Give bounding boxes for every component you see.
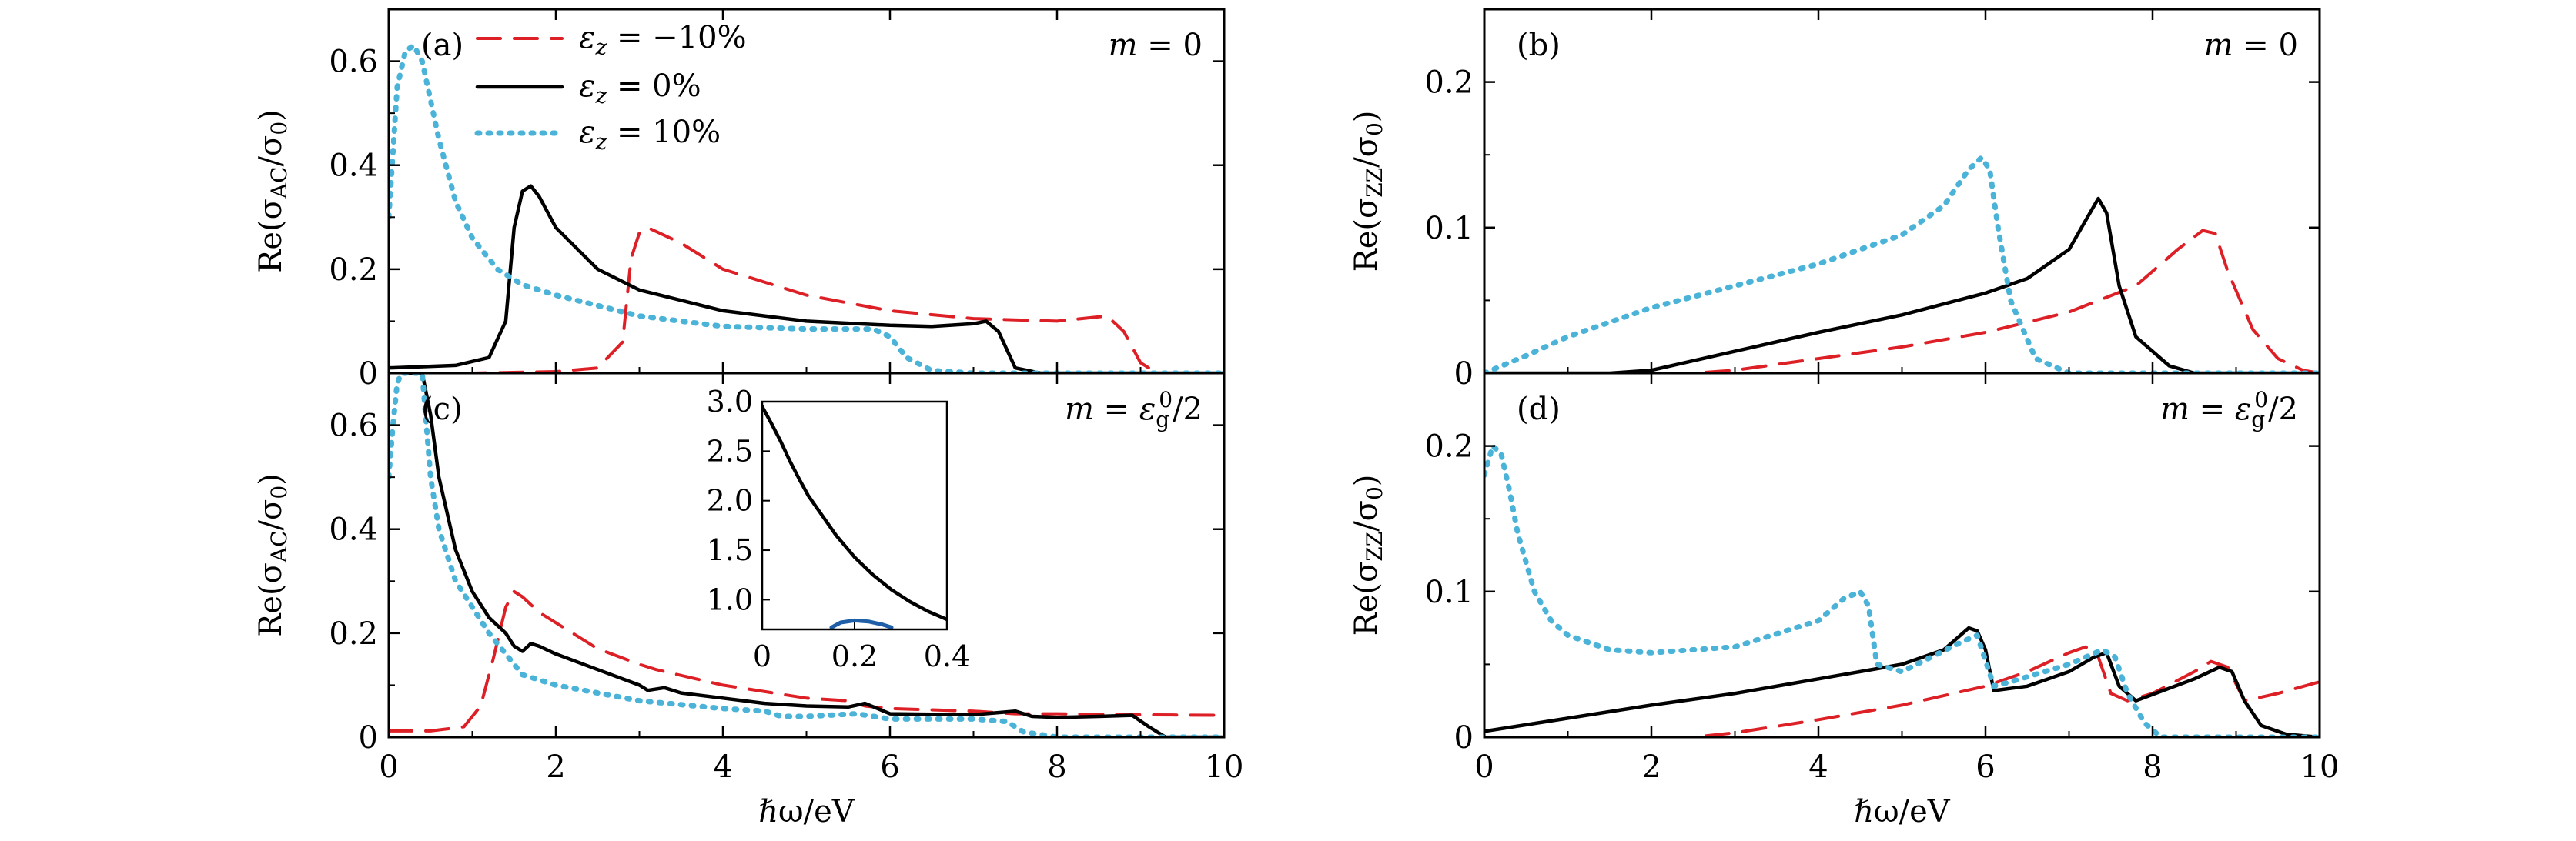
y-tick-label: 0.6 [329, 45, 378, 80]
mass-label: m = 0 [1109, 28, 1203, 63]
x-tick-label: 10 [2300, 749, 2340, 785]
inset-x-tick-label: 0.2 [831, 639, 878, 673]
y-tick-label: 0.2 [329, 616, 378, 652]
x-tick-label: 4 [1808, 749, 1828, 785]
x-tick-label: 6 [880, 749, 899, 785]
x-axis-title: ℏω/eV [1854, 794, 1951, 829]
series-line-b-pos [1484, 155, 2320, 373]
x-axis-title: ℏω/eV [758, 794, 855, 829]
inset-y-tick-label: 2.0 [707, 484, 753, 518]
y-tick-label: 0 [1454, 720, 1474, 756]
y-tick-label: 0.1 [1424, 211, 1474, 246]
series-line-b-zero [1484, 196, 2320, 373]
inset-series-line-inset_blue [829, 618, 894, 629]
x-tick-label: 6 [1975, 749, 1995, 785]
plot-frame [1483, 8, 2321, 375]
legend-label-pos: εz = 10% [579, 115, 721, 155]
y-axis-title: Re(σZZ/σ0) [1349, 475, 1387, 636]
y-axis-title: Re(σZZ/σ0) [1349, 111, 1387, 272]
series-line-a-zero [389, 184, 1224, 373]
x-tick-label: 0 [379, 749, 398, 785]
x-tick-label: 0 [1474, 749, 1494, 785]
x-tick-label: 8 [2143, 749, 2162, 785]
panel-label: (a) [421, 28, 463, 63]
series-line-c-zero [407, 373, 1224, 737]
series-line-c-pos [389, 373, 1224, 737]
series-line-b-neg [1484, 229, 2320, 373]
y-tick-label: 0.4 [329, 149, 378, 184]
plot-frame [1483, 372, 2321, 739]
mass-label: m = εg0/2 [1065, 387, 1203, 432]
legend-label-zero: εz = 0% [579, 68, 701, 108]
plot-frame [387, 8, 1226, 375]
mass-label: m = εg0/2 [2160, 387, 2298, 432]
series-line-a-neg [389, 225, 1224, 373]
y-tick-label: 0.6 [329, 409, 378, 444]
inset-x-tick-label: 0 [753, 639, 771, 673]
panel-c: 0 2 4 6 8 10 0 0.2 0.4 0.6 Re(σAC/σ0) (c) m = εg0/2 ℏ… [253, 372, 1244, 829]
mass-label: m = 0 [2204, 28, 2298, 63]
x-tick-label: 4 [713, 749, 732, 785]
inset-y-tick-label: 2.5 [707, 434, 753, 468]
y-tick-label: 0.2 [1424, 65, 1474, 101]
inset-x-tick-label: 0.4 [924, 639, 970, 673]
y-tick-label: 0 [359, 356, 378, 392]
series-line-a-pos [389, 42, 1224, 373]
x-tick-label: 2 [546, 749, 565, 785]
y-axis-title: Re(σAC/σ0) [253, 473, 292, 637]
panel-label: (c) [421, 392, 463, 427]
legend: εz = −10% εz = 0% εz = 10% [474, 20, 747, 155]
y-axis-title: Re(σAC/σ0) [253, 109, 292, 273]
series-line-d-neg [1484, 645, 2320, 737]
inset-plot: 0 0.2 0.4 1.0 1.5 2.0 2.5 3.0 [707, 385, 971, 673]
y-tick-label: 0 [359, 720, 378, 756]
series-line-d-pos [1484, 443, 2320, 737]
x-tick-label: 8 [1047, 749, 1066, 785]
panel-label: (d) [1517, 392, 1561, 427]
legend-label-neg: εz = −10% [579, 20, 747, 60]
y-tick-label: 0 [1454, 356, 1474, 392]
panel-d: 0 2 4 6 8 10 0 0.1 0.2 Re(σZZ/σ0) (d) m = εg0/2 ℏω/e… [1349, 372, 2340, 829]
inset-y-tick-label: 3.0 [707, 385, 753, 419]
x-tick-label: 10 [1205, 749, 1244, 785]
y-tick-label: 0.1 [1424, 575, 1474, 610]
series-line-d-zero [1484, 626, 2320, 737]
y-tick-label: 0.2 [1424, 429, 1474, 465]
inset-series-line-zero [762, 405, 947, 622]
panel-a: 0 0.2 0.4 0.6 Re(σAC/σ0) (a) m = 0 [253, 8, 1226, 392]
x-tick-label: 2 [1641, 749, 1661, 785]
inset-y-tick-label: 1.5 [707, 533, 753, 567]
panel-b: 0 0.1 0.2 Re(σZZ/σ0) (b) m = 0 [1349, 8, 2321, 392]
panel-label: (b) [1517, 28, 1561, 63]
inset-y-tick-label: 1.0 [707, 582, 753, 616]
y-tick-label: 0.2 [329, 252, 378, 288]
y-tick-label: 0.4 [329, 512, 378, 548]
